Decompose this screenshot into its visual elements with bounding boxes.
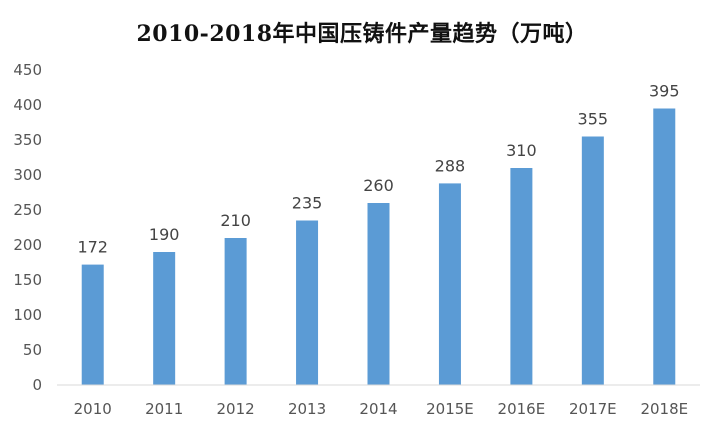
y-tick-label: 250	[13, 201, 42, 219]
data-label: 310	[506, 141, 537, 160]
x-tick-label: 2012	[217, 400, 255, 418]
x-tick-label: 2010	[74, 400, 112, 418]
data-label: 190	[149, 225, 180, 244]
data-label: 210	[220, 211, 251, 230]
x-tick-label: 2018E	[640, 400, 688, 418]
bar	[653, 108, 676, 385]
bar	[81, 264, 104, 385]
bar	[581, 136, 604, 385]
data-label: 355	[578, 110, 609, 129]
data-label: 260	[363, 176, 394, 195]
x-tick-label: 2014	[359, 400, 397, 418]
data-label: 395	[649, 82, 680, 101]
y-tick-label: 100	[13, 306, 42, 324]
y-axis-ticks: 0 50 100 150 200 250 300 350 400 450	[13, 61, 42, 394]
x-tick-label: 2015E	[426, 400, 474, 418]
bar	[438, 183, 461, 385]
x-tick-label: 2013	[288, 400, 326, 418]
data-label: 235	[292, 194, 323, 213]
chart-title: 2010-2018年中国压铸件产量趋势（万吨）	[136, 21, 588, 47]
bar	[510, 168, 533, 385]
y-tick-label: 400	[13, 96, 42, 114]
x-tick-label: 2016E	[498, 400, 546, 418]
x-axis-ticks: 2010 2011 2012 2013 2014 2015E 2016E 2017E 2018E	[74, 400, 688, 418]
bar	[367, 203, 390, 385]
bar	[296, 220, 319, 385]
y-tick-label: 300	[13, 166, 42, 184]
bars	[81, 108, 676, 385]
y-tick-label: 150	[13, 271, 42, 289]
data-labels: 172 190 210 235 260 288 310 355 395	[77, 82, 679, 257]
y-tick-label: 450	[13, 61, 42, 79]
y-tick-label: 0	[32, 376, 42, 394]
y-tick-label: 350	[13, 131, 42, 149]
x-tick-label: 2011	[145, 400, 183, 418]
x-tick-label: 2017E	[569, 400, 617, 418]
bar	[153, 252, 176, 385]
bar	[224, 238, 247, 385]
y-tick-label: 50	[23, 341, 42, 359]
data-label: 288	[435, 156, 466, 175]
data-label: 172	[77, 238, 108, 257]
y-tick-label: 200	[13, 236, 42, 254]
